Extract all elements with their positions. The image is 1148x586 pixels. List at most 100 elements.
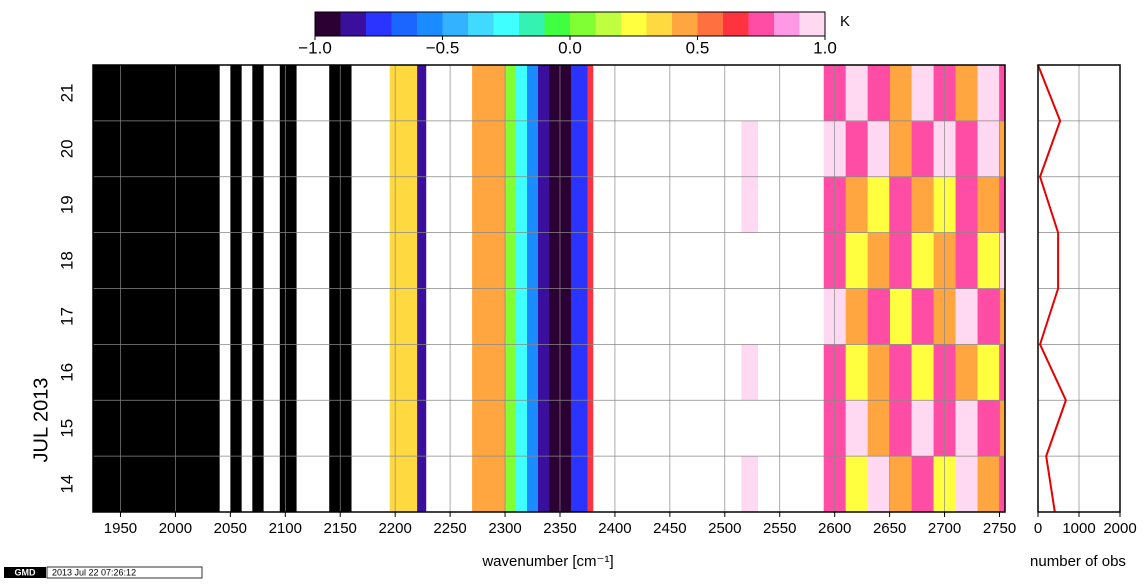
y-tick-label: 15 <box>57 419 76 438</box>
heat-cell <box>570 232 588 289</box>
heat-cell <box>472 400 506 457</box>
plot-frame <box>92 64 1006 513</box>
heat-cell <box>911 65 934 122</box>
heat-cell <box>527 344 539 401</box>
heat-cell <box>977 400 1000 457</box>
heat-cell <box>999 344 1006 401</box>
heat-cell <box>208 120 220 178</box>
heat-cell <box>527 456 539 513</box>
heat-cell <box>230 232 242 289</box>
heat-cell <box>208 344 220 401</box>
heat-cell <box>252 400 264 457</box>
heat-cell <box>538 344 550 401</box>
heat-cell <box>389 456 418 513</box>
colorbar-swatch <box>672 12 698 36</box>
x-tick-label: 2150 <box>324 520 357 537</box>
heat-cell <box>570 120 588 178</box>
x-tick-label: 2000 <box>1103 520 1136 537</box>
heat-cell <box>279 456 297 513</box>
heat-cell <box>472 288 506 345</box>
heat-cell <box>208 288 220 345</box>
colorbar-swatch <box>315 12 341 36</box>
colorbar-swatch <box>748 12 775 36</box>
heat-cell <box>93 232 209 289</box>
colorbar-swatch <box>544 12 571 36</box>
heat-cell <box>230 400 242 457</box>
colorbar-swatch <box>621 12 647 36</box>
colorbar-swatch <box>697 12 724 36</box>
y-tick-label: 18 <box>57 251 76 270</box>
heat-cell <box>472 65 506 122</box>
heat-cell <box>999 232 1006 289</box>
colorbar-swatch <box>799 12 826 36</box>
heat-cell <box>889 344 912 401</box>
heat-cell <box>570 65 588 122</box>
x-axis-label: wavenumber [cm⁻¹] <box>481 553 613 570</box>
heat-cell <box>999 456 1006 513</box>
heat-cell <box>279 288 297 345</box>
heat-cell <box>505 176 517 233</box>
heat-cell <box>587 176 594 233</box>
heat-cell <box>538 288 550 345</box>
x-tick-label: 2400 <box>598 520 631 537</box>
heat-cell <box>889 120 912 178</box>
colorbar-tick-label: 0.0 <box>558 38 582 57</box>
heat-cell <box>999 120 1006 178</box>
heat-cell <box>505 456 517 513</box>
heat-cell <box>538 456 550 513</box>
y-tick-label: 14 <box>57 475 76 494</box>
heat-cell <box>389 232 418 289</box>
x-tick-label: 2600 <box>818 520 851 537</box>
heat-cell <box>252 344 264 401</box>
logo-box <box>4 567 46 578</box>
x-tick-label: 2300 <box>488 520 521 537</box>
heat-cell <box>867 288 890 345</box>
colorbar-tick-label: −1.0 <box>298 38 332 57</box>
heat-cell <box>279 232 297 289</box>
heat-cell <box>279 400 297 457</box>
y-axis-label: JUL 2013 <box>30 378 52 463</box>
heat-cell <box>587 120 594 178</box>
heat-cell <box>845 456 868 513</box>
heat-cell <box>955 456 978 513</box>
heat-cell <box>570 344 588 401</box>
heat-cell <box>505 288 517 345</box>
heat-cell <box>93 176 209 233</box>
heat-cell <box>417 65 427 122</box>
heat-cell <box>252 288 264 345</box>
x-tick-label: 2200 <box>378 520 411 537</box>
heat-cell <box>889 456 912 513</box>
heat-cell <box>889 65 912 122</box>
colorbar-label: K <box>840 13 850 30</box>
colorbar-swatch <box>595 12 622 36</box>
x-tick-label: 2250 <box>433 520 466 537</box>
heat-cell <box>389 288 418 345</box>
heat-cell <box>889 176 912 233</box>
heat-cell <box>587 232 594 289</box>
heat-cell <box>570 288 588 345</box>
x-tick-label: 1000 <box>1062 520 1095 537</box>
heat-cell <box>472 120 506 178</box>
heat-cell <box>93 288 209 345</box>
x-tick-label: 2700 <box>928 520 961 537</box>
heat-cell <box>955 65 978 122</box>
heat-cell <box>845 232 868 289</box>
heat-cell <box>977 232 1000 289</box>
heat-cell <box>417 288 427 345</box>
heat-cell <box>252 65 264 122</box>
heat-cell <box>911 288 934 345</box>
heat-cell <box>977 456 1000 513</box>
heat-cell <box>955 176 978 233</box>
y-tick-label: 17 <box>57 307 76 326</box>
heat-cell <box>208 400 220 457</box>
heat-cell <box>389 65 418 122</box>
heat-cell <box>999 65 1006 122</box>
obs-line <box>1037 64 1067 513</box>
x-tick-label: 2450 <box>653 520 686 537</box>
heat-cell <box>505 232 517 289</box>
heat-cell <box>889 232 912 289</box>
heat-cell <box>230 176 242 233</box>
heat-cell <box>977 65 1000 122</box>
heat-cell <box>955 120 978 178</box>
heat-cell <box>527 400 539 457</box>
